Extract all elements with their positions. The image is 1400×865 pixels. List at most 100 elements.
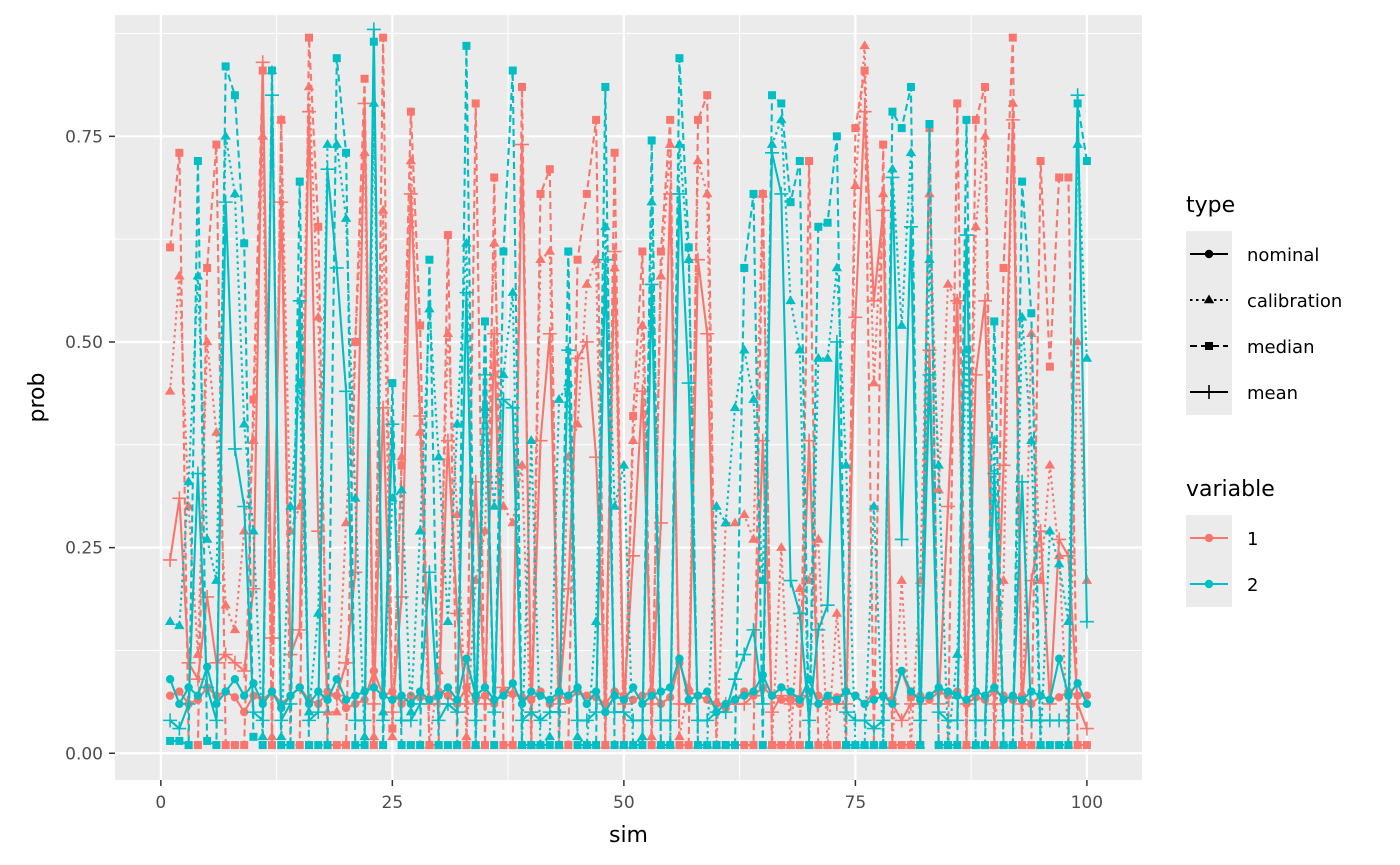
x-tick-label: 100: [1071, 793, 1103, 813]
data-point-calibration-2: [350, 492, 361, 502]
data-point-median-2: [971, 741, 980, 750]
data-point-median-2: [360, 741, 369, 750]
data-point-median-2: [758, 741, 767, 750]
data-point-calibration-2: [952, 649, 963, 658]
data-point-median-1: [1082, 741, 1091, 750]
data-point-median-1: [610, 148, 619, 157]
data-point-nominal-2: [443, 683, 453, 692]
data-point-mean-2: [181, 696, 196, 711]
data-point-mean-1: [227, 655, 242, 670]
data-point-calibration-2: [340, 213, 352, 222]
data-point-mean-2: [496, 392, 511, 407]
data-point-median-1: [638, 247, 647, 256]
data-point-median-2: [323, 741, 332, 750]
data-point-nominal-2: [332, 675, 341, 684]
data-point-mean-2: [802, 713, 817, 728]
data-point-mean-1: [218, 647, 233, 662]
data-point-nominal-2: [508, 679, 517, 688]
data-point-mean-2: [1070, 88, 1085, 103]
data-point-mean-2: [329, 260, 344, 275]
data-point-mean-1: [459, 696, 474, 711]
data-point-median-2: [1036, 741, 1045, 750]
data-point-calibration-1: [831, 607, 843, 617]
data-point-median-2: [295, 177, 304, 186]
data-point-nominal-2: [888, 699, 897, 709]
data-point-calibration-1: [942, 278, 954, 288]
data-point-mean-1: [339, 655, 354, 670]
data-point-median-1: [508, 741, 517, 750]
data-point-mean-1: [366, 696, 381, 711]
data-point-mean-1: [765, 705, 780, 720]
data-point-median-1: [879, 140, 888, 149]
data-point-median-1: [999, 263, 1008, 272]
data-point-median-2: [397, 741, 406, 750]
data-point-median-1: [656, 247, 665, 256]
data-point-calibration-2: [794, 344, 806, 354]
data-point-median-1: [249, 395, 258, 404]
data-point-median-1: [758, 189, 767, 198]
data-point-calibration-2: [414, 525, 426, 535]
data-point-calibration-2: [609, 500, 620, 510]
data-point-median-2: [999, 741, 1008, 750]
data-point-median-2: [258, 741, 267, 750]
data-point-mean-2: [450, 705, 465, 720]
data-point-median-1: [267, 741, 276, 750]
data-point-mean-2: [311, 705, 326, 720]
data-point-mean-2: [385, 417, 400, 432]
data-point-median-2: [1082, 157, 1091, 166]
x-tick-label: 50: [613, 793, 635, 813]
data-point-median-2: [693, 741, 702, 750]
data-point-median-1: [175, 148, 184, 157]
data-point-median-2: [656, 741, 665, 750]
data-point-median-2: [879, 741, 888, 750]
y-tick-label: 0.00: [65, 744, 103, 764]
data-point-median-1: [703, 91, 712, 100]
data-point-mean-1: [940, 499, 955, 514]
data-point-calibration-2: [461, 237, 472, 247]
data-point-mean-2: [376, 713, 391, 728]
data-point-calibration-2: [442, 616, 454, 625]
data-point-mean-1: [607, 244, 622, 259]
data-point-median-1: [277, 115, 286, 124]
data-point-median-2: [193, 157, 202, 166]
data-point-calibration-2: [739, 344, 750, 354]
data-point-nominal-2: [1045, 695, 1055, 704]
data-point-nominal-2: [165, 675, 175, 684]
data-point-calibration-2: [174, 620, 185, 630]
data-point-mean-2: [218, 195, 233, 210]
data-point-nominal-2: [582, 699, 592, 709]
data-point-mean-2: [644, 277, 659, 292]
data-point-median-2: [527, 741, 536, 750]
data-point-calibration-2: [229, 188, 241, 198]
data-point-nominal-2: [601, 707, 610, 717]
data-point-median-2: [730, 741, 739, 750]
data-point-mean-2: [894, 532, 909, 547]
data-point-median-1: [981, 82, 990, 91]
data-point-calibration-2: [1016, 311, 1028, 321]
data-point-median-1: [1018, 741, 1027, 750]
data-point-median-1: [536, 189, 545, 198]
data-point-median-2: [332, 54, 341, 63]
data-point-median-2: [721, 741, 730, 750]
data-point-median-1: [425, 741, 434, 750]
data-point-mean-2: [459, 285, 474, 300]
data-point-median-1: [795, 741, 804, 750]
data-point-median-2: [286, 741, 295, 750]
data-point-nominal-2: [619, 695, 629, 704]
data-point-calibration-1: [183, 500, 194, 510]
data-point-nominal-1: [628, 695, 638, 704]
data-point-median-1: [406, 107, 415, 116]
data-point-mean-2: [1079, 614, 1094, 629]
data-point-median-1: [1027, 741, 1036, 750]
data-point-median-1: [740, 741, 749, 750]
data-point-calibration-2: [433, 451, 444, 461]
data-point-mean-2: [190, 466, 205, 481]
data-point-mean-2: [579, 713, 594, 728]
data-point-mean-2: [468, 713, 483, 728]
data-point-mean-2: [366, 22, 381, 37]
data-point-mean-2: [283, 696, 298, 711]
data-point-mean-2: [422, 565, 437, 580]
data-point-median-1: [888, 741, 897, 750]
data-point-median-1: [351, 337, 360, 346]
data-point-mean-2: [681, 376, 696, 391]
